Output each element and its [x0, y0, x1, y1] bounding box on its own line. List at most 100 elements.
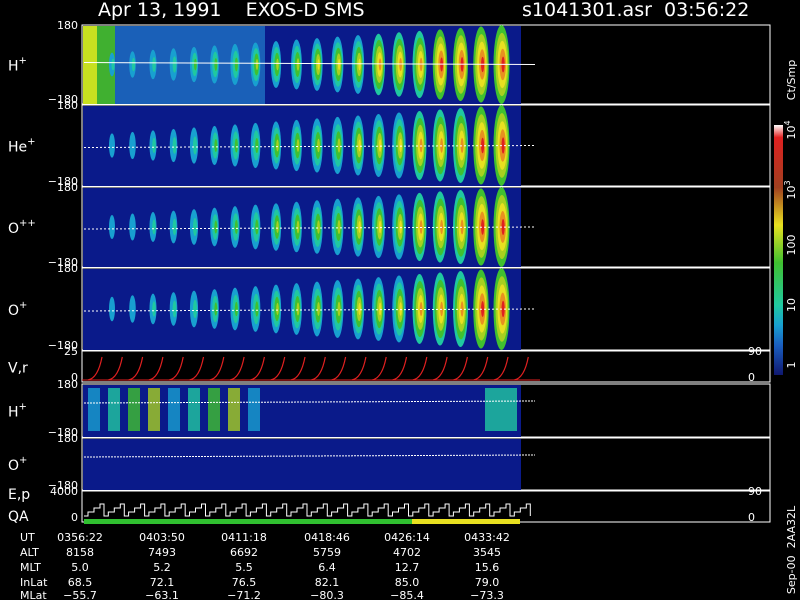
colorbar-tick: 100: [785, 235, 798, 256]
table-cell: 12.7: [395, 561, 420, 574]
colorbar-tick-base: 1: [785, 362, 798, 369]
ion-blob: [152, 57, 156, 72]
colorbar: [774, 125, 783, 375]
panel-label-2: QA: [8, 509, 29, 525]
colorbar-tick: 10: [785, 298, 798, 312]
patch: [88, 388, 100, 431]
ion-blob: [337, 58, 341, 71]
table-row-label: ALT: [20, 546, 39, 559]
ion-blob: [337, 219, 341, 235]
ion-blob: [276, 139, 279, 152]
ion-blob: [255, 219, 259, 235]
y-tick-bottom: −180: [48, 175, 78, 188]
y-tick-bottom: −180: [48, 93, 78, 106]
ion-blob: [214, 220, 218, 234]
panel-label-main: O: [8, 303, 19, 319]
ion-blob: [378, 139, 382, 152]
panel-label-main: E,p: [8, 487, 30, 503]
colorbar-tick-base: 10: [785, 126, 798, 140]
ion-blob: [317, 302, 320, 316]
panel-label-sup: +: [19, 455, 27, 466]
qa-bar: [412, 519, 520, 524]
ion-blob: [129, 131, 136, 160]
ion-blob: [317, 220, 320, 234]
ion-blob: [255, 58, 259, 71]
panel-label-sup: ++: [19, 218, 36, 229]
ion-blob: [109, 133, 115, 158]
title: Apr 13, 1991 EXOS-D SMS: [98, 0, 365, 21]
ion-blob: [399, 58, 402, 71]
ion-blob: [172, 218, 177, 236]
colorbar-tick: 104: [783, 120, 798, 139]
table-row-label: InLat: [20, 576, 48, 589]
table-cell: 5.2: [153, 561, 171, 574]
ion-blob: [460, 301, 464, 317]
ion-blob: [419, 220, 423, 234]
ion-blob: [378, 220, 382, 234]
ion-blob: [192, 218, 198, 236]
y-tick-bottom: 0: [71, 511, 78, 524]
ion-blob: [111, 58, 115, 71]
ion-blob: [234, 301, 238, 317]
ion-blob: [255, 301, 259, 317]
patch: [128, 388, 140, 431]
ion-blob: [460, 219, 464, 235]
patch: [188, 388, 200, 431]
table-cell: −55.7: [63, 589, 97, 600]
panel-frame: [81, 350, 771, 383]
ion-blob: [501, 300, 505, 318]
colorbar-tick-base: 10: [785, 298, 798, 312]
colorbar-tick-base: 100: [785, 235, 798, 256]
panel-label: H+: [8, 402, 27, 421]
panel-label-main: H: [8, 59, 19, 75]
ion-blob: [172, 137, 177, 154]
band: [83, 26, 97, 104]
table-cell: −71.2: [227, 589, 261, 600]
ion-blob: [214, 138, 218, 153]
spectrogram-bg: [83, 439, 521, 490]
panel-label: O+: [8, 300, 27, 319]
ion-blob: [129, 295, 136, 323]
right-tick-bottom: 0: [748, 371, 755, 384]
file-info: s1041301.asr 03:56:22: [522, 0, 749, 21]
patch: [248, 388, 260, 431]
table-cell: 5.0: [71, 561, 89, 574]
band: [97, 26, 115, 104]
right-tick-top: 90: [748, 345, 762, 358]
ion-blob: [378, 58, 382, 71]
table-cell: 8158: [66, 546, 94, 559]
ion-blob: [192, 136, 198, 155]
ion-blob: [296, 58, 300, 71]
y-tick-top: 25: [64, 345, 78, 358]
patch: [148, 388, 160, 431]
ion-blob: [378, 302, 382, 316]
panel-label: O++: [8, 218, 36, 237]
velocity-trace: [87, 356, 529, 381]
ion-blob: [358, 139, 361, 152]
ion-blob: [296, 139, 300, 152]
y-tick-bottom: −180: [48, 339, 78, 352]
patch: [228, 388, 240, 431]
panel-label-sup: +: [19, 402, 27, 413]
colorbar-tick: 1: [785, 362, 798, 369]
y-tick-top: 180: [57, 19, 78, 32]
ion-blob: [152, 301, 156, 317]
trace: [83, 226, 536, 230]
y-tick-top: 180: [57, 181, 78, 194]
panel-label-main: O: [8, 458, 19, 474]
table-cell: 3545: [473, 546, 501, 559]
ion-blob: [337, 138, 341, 153]
ion-blob: [131, 57, 136, 72]
ion-blob: [399, 220, 402, 234]
ion-blob: [358, 58, 361, 71]
ion-blob: [109, 215, 115, 239]
panel-label-main: O: [8, 221, 19, 237]
table-cell: 0426:14: [384, 531, 430, 544]
ion-blob: [234, 57, 238, 72]
ion-blob: [399, 138, 402, 153]
ion-blob: [419, 302, 423, 316]
panel-label: E,p: [8, 487, 30, 503]
panel-label: He+: [8, 137, 36, 156]
footer: Sep-00 2AA32L: [785, 505, 798, 594]
ion-blob: [358, 302, 361, 316]
